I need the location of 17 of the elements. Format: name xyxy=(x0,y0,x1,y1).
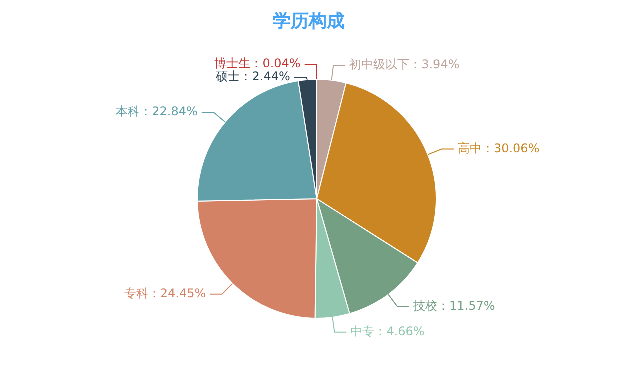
slice-label: 硕士 xyxy=(215,70,240,84)
slice-label: 博士生 xyxy=(214,56,251,71)
chart-title: 学历构成 xyxy=(272,10,346,33)
data-label: ：11.57% xyxy=(438,298,496,313)
slice-label: 初中级以下 xyxy=(350,58,410,72)
slice-label: 高中 xyxy=(458,141,482,156)
data-label: ：22.84% xyxy=(140,104,198,119)
data-label: ：0.04% xyxy=(250,56,301,71)
data-label: ：3.94% xyxy=(410,58,460,72)
slice-label: 本科 xyxy=(116,104,140,119)
slice-label: 技校 xyxy=(412,298,438,313)
data-label: ：4.66% xyxy=(374,324,425,338)
slice-label: 中专 xyxy=(350,324,375,338)
slice-label: 专科 xyxy=(124,286,148,300)
data-label: ：2.44% xyxy=(240,70,290,84)
data-label: ：24.45% xyxy=(148,286,206,300)
data-label: ：30.06% xyxy=(482,141,540,156)
